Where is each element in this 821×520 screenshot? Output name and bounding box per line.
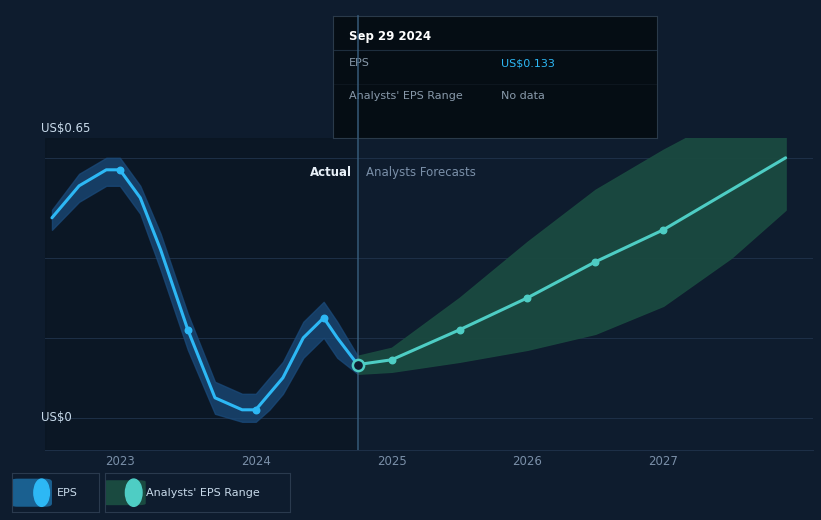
- Text: EPS: EPS: [57, 488, 78, 498]
- Ellipse shape: [126, 479, 142, 506]
- FancyBboxPatch shape: [102, 480, 146, 505]
- Ellipse shape: [34, 479, 49, 506]
- Point: [181, 326, 195, 334]
- Point: [453, 326, 466, 334]
- Point: [385, 356, 398, 364]
- Point: [589, 257, 602, 266]
- Text: Actual: Actual: [310, 166, 352, 179]
- Text: Analysts' EPS Range: Analysts' EPS Range: [146, 488, 259, 498]
- Bar: [45, 138, 358, 450]
- Text: US$0: US$0: [41, 411, 72, 424]
- Text: No data: No data: [501, 92, 545, 101]
- Text: Analysts Forecasts: Analysts Forecasts: [366, 166, 475, 179]
- Point: [250, 406, 263, 414]
- Text: US$0.65: US$0.65: [41, 122, 90, 135]
- Point: [521, 294, 534, 302]
- Point: [657, 226, 670, 234]
- Text: US$0.133: US$0.133: [501, 58, 555, 68]
- Text: EPS: EPS: [349, 58, 369, 68]
- Text: Sep 29 2024: Sep 29 2024: [349, 30, 431, 43]
- Point: [113, 166, 126, 174]
- Text: Analysts' EPS Range: Analysts' EPS Range: [349, 92, 462, 101]
- FancyBboxPatch shape: [11, 478, 52, 506]
- Point: [317, 314, 330, 322]
- Point: [351, 360, 365, 369]
